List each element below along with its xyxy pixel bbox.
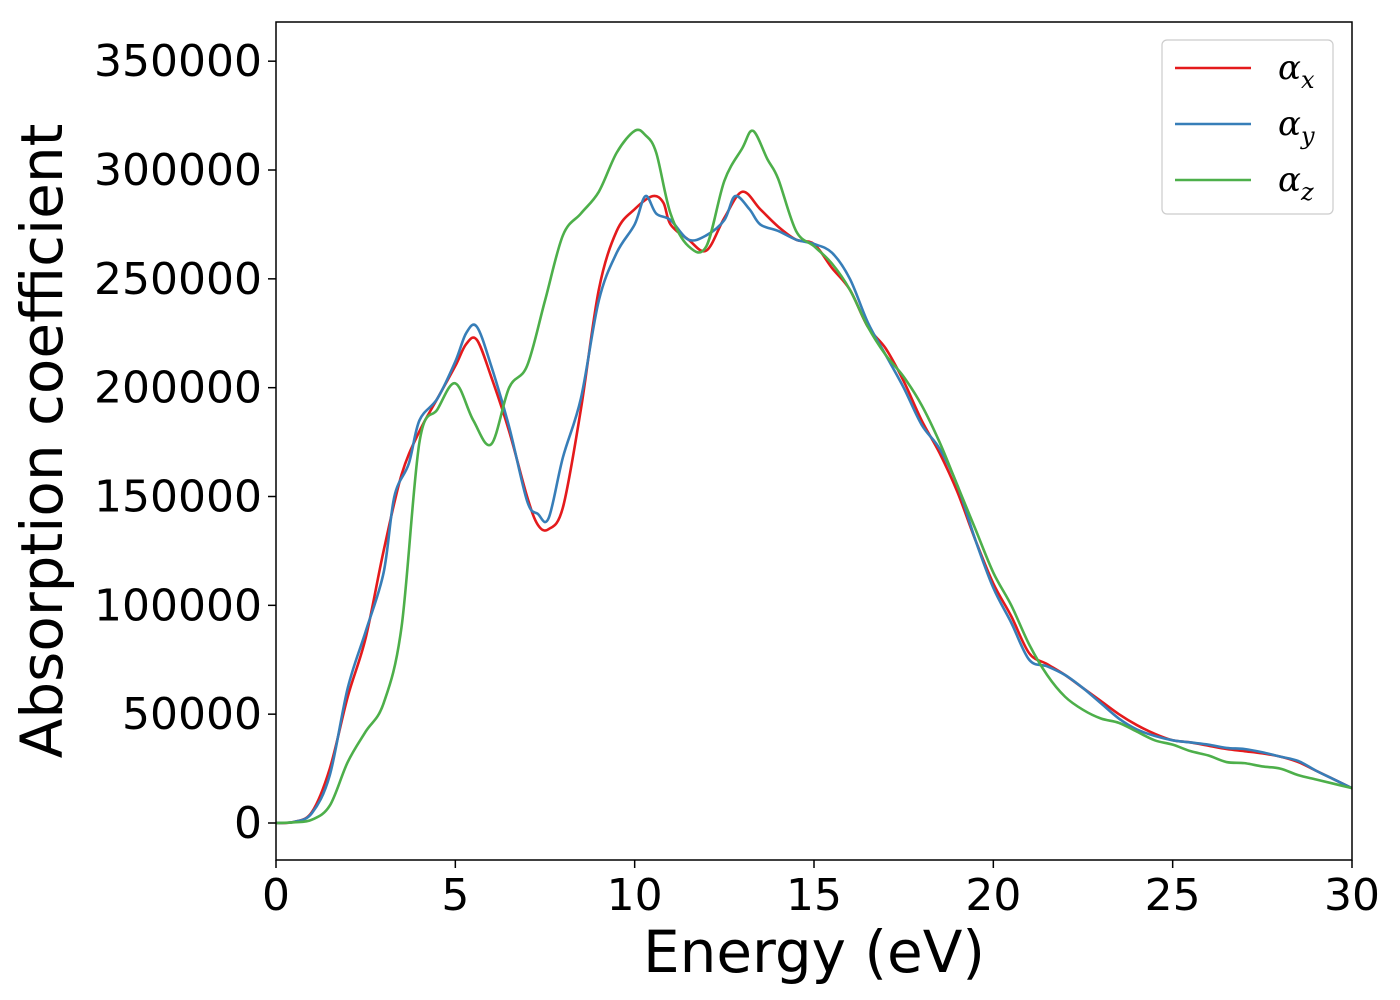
y-tick-label: 250000 [94,254,262,305]
x-tick-label: 20 [965,870,1021,921]
y-axis: 0 50000 100000 150000 200000 250000 300000 3500… [94,36,276,849]
y-tick-label: 300000 [94,145,262,196]
y-tick-label: 0 [234,798,262,849]
y-tick-label: 200000 [94,363,262,414]
series-line-alpha-y [276,194,1352,825]
y-axis-label: Absorption coefficient [8,124,76,759]
series-line-alpha-z [276,128,1352,825]
legend-box [1161,39,1334,215]
y-tick-label: 50000 [122,689,262,740]
series-line-alpha-x [276,190,1352,825]
y-tick-label: 100000 [94,580,262,631]
x-tick-label: 30 [1324,870,1380,921]
x-axis-label: Energy (eV) [643,918,985,986]
x-tick-label: 15 [786,870,842,921]
x-tick-label: 5 [441,870,469,921]
series-layer [276,128,1352,825]
x-tick-label: 25 [1145,870,1201,921]
y-tick-label: 350000 [94,36,262,87]
x-tick-label: 10 [607,870,663,921]
x-axis: 0 5 10 15 20 25 30 [262,860,1380,921]
x-tick-label: 0 [262,870,290,921]
y-tick-label: 150000 [94,472,262,523]
